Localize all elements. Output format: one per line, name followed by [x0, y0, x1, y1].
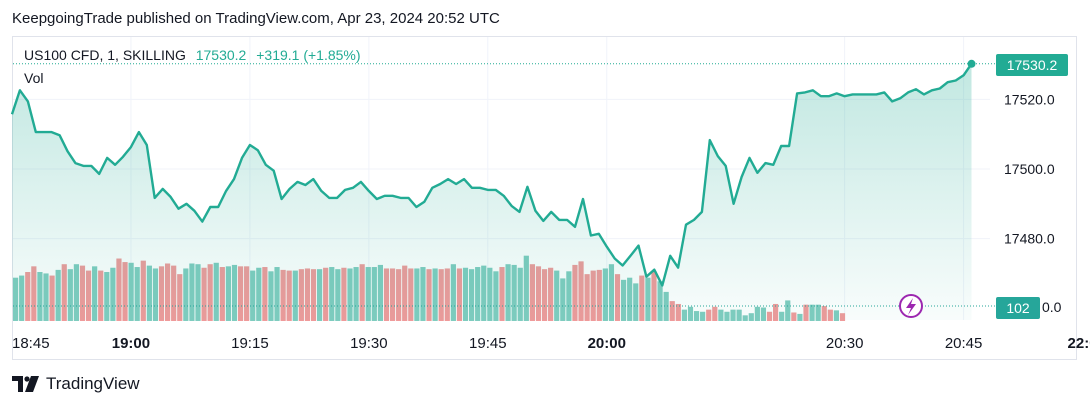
last-price-label: 17530.2	[195, 47, 247, 63]
brand-name: TradingView	[46, 374, 140, 393]
lightning-icon[interactable]	[899, 294, 923, 318]
time-tick-label: 20:45	[945, 335, 983, 352]
chart-legend: US100 CFD, 1, SKILLING 17530.2 +319.1 (+…	[24, 47, 361, 63]
last-volume-badge: 102	[996, 297, 1040, 319]
published-caption: KeepgoingTrade published on TradingView.…	[12, 10, 500, 27]
volume-tick-label: 0.0	[1042, 299, 1062, 315]
time-tick-label: 19:00	[112, 335, 150, 352]
time-axis: 18:45 19:00 19:15 19:30 19:45 20:00 20:30 20:45…	[12, 335, 1090, 352]
last-price-dot	[967, 59, 976, 68]
price-line	[10, 63, 973, 287]
symbol-label[interactable]: US100 CFD, 1, SKILLING	[24, 47, 186, 63]
time-tick-label: 19:45	[469, 335, 507, 352]
time-tick-label: 18:45	[12, 335, 50, 352]
time-tick-label: 20:00	[588, 335, 626, 352]
price-tick-label: 17520.0	[1004, 91, 1055, 107]
last-price-badge: 17530.2	[996, 54, 1068, 76]
tradingview-brand[interactable]: TradingView	[12, 374, 140, 394]
price-tick-label: 17500.0	[1004, 161, 1055, 177]
time-tick-label: 22:0	[1068, 335, 1090, 352]
tradingview-logo-icon	[12, 376, 39, 392]
volume-label[interactable]: Vol	[24, 70, 44, 86]
time-tick-label: 20:30	[826, 335, 864, 352]
price-area	[12, 63, 972, 321]
time-tick-label: 19:15	[231, 335, 269, 352]
price-change-label: +319.1 (+1.85%)	[256, 47, 361, 63]
time-tick-label: 19:30	[350, 335, 388, 352]
price-tick-label: 17480.0	[1004, 231, 1055, 247]
price-axis: 17520.0 17500.0 17480.0 0.0	[1004, 91, 1062, 315]
